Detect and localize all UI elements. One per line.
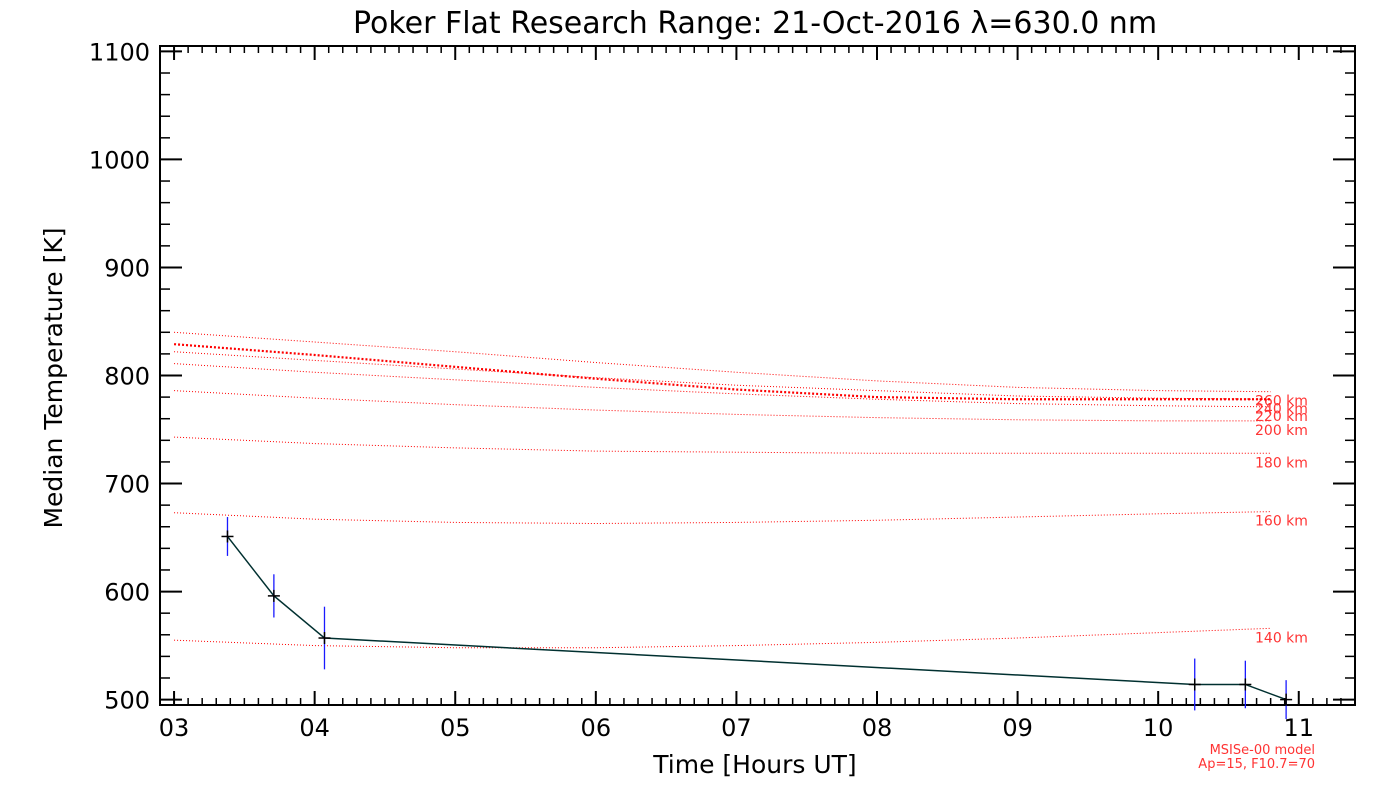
y-tick-label: 700 [104, 471, 150, 499]
y-axis-label: Median Temperature [K] [39, 227, 68, 528]
x-tick-label: 06 [581, 714, 612, 742]
x-tick-label: 11 [1283, 714, 1314, 742]
model-params: Ap=15, F10.7=70 [1198, 757, 1315, 772]
model-line-180km [174, 436, 1271, 454]
model-line-240km [174, 351, 1271, 400]
model-label-200km: 200 km [1255, 423, 1308, 439]
chart-title: Poker Flat Research Range: 21-Oct-2016 λ… [353, 6, 1157, 41]
x-tick-label: 04 [299, 714, 330, 742]
y-tick-label: 1000 [89, 146, 150, 174]
data-series-line [226, 536, 1287, 701]
x-tick-label: 03 [159, 714, 190, 742]
model-label-240km: 240 km [1255, 401, 1308, 417]
model-line-160km [174, 511, 1271, 525]
y-tick-label: 900 [104, 254, 150, 282]
y-tick-label: 1100 [89, 38, 150, 66]
model-line-260km [174, 331, 1271, 393]
x-tick-label: 09 [1002, 714, 1033, 742]
model-line-220km [174, 363, 1271, 408]
x-tick-label: 10 [1143, 714, 1174, 742]
x-tick-label: 08 [862, 714, 893, 742]
model-line-highlight [173, 343, 1271, 401]
plot-frame [159, 45, 1356, 706]
x-tick-label: 07 [721, 714, 752, 742]
model-label-260km: 260 km [1255, 394, 1308, 410]
y-tick-label: 800 [104, 363, 150, 391]
model-label-140km: 140 km [1255, 630, 1308, 646]
model-label-160km: 160 km [1255, 514, 1308, 530]
model-line-200km [174, 390, 1271, 422]
model-name: MSISe-00 model [1210, 743, 1315, 758]
model-label-220km: 220 km [1255, 409, 1308, 425]
x-axis-label: Time [Hours UT] [652, 750, 856, 779]
x-tick-label: 05 [440, 714, 471, 742]
y-tick-label: 500 [104, 687, 150, 715]
y-tick-label: 600 [104, 579, 150, 607]
model-label-180km: 180 km [1255, 455, 1308, 471]
